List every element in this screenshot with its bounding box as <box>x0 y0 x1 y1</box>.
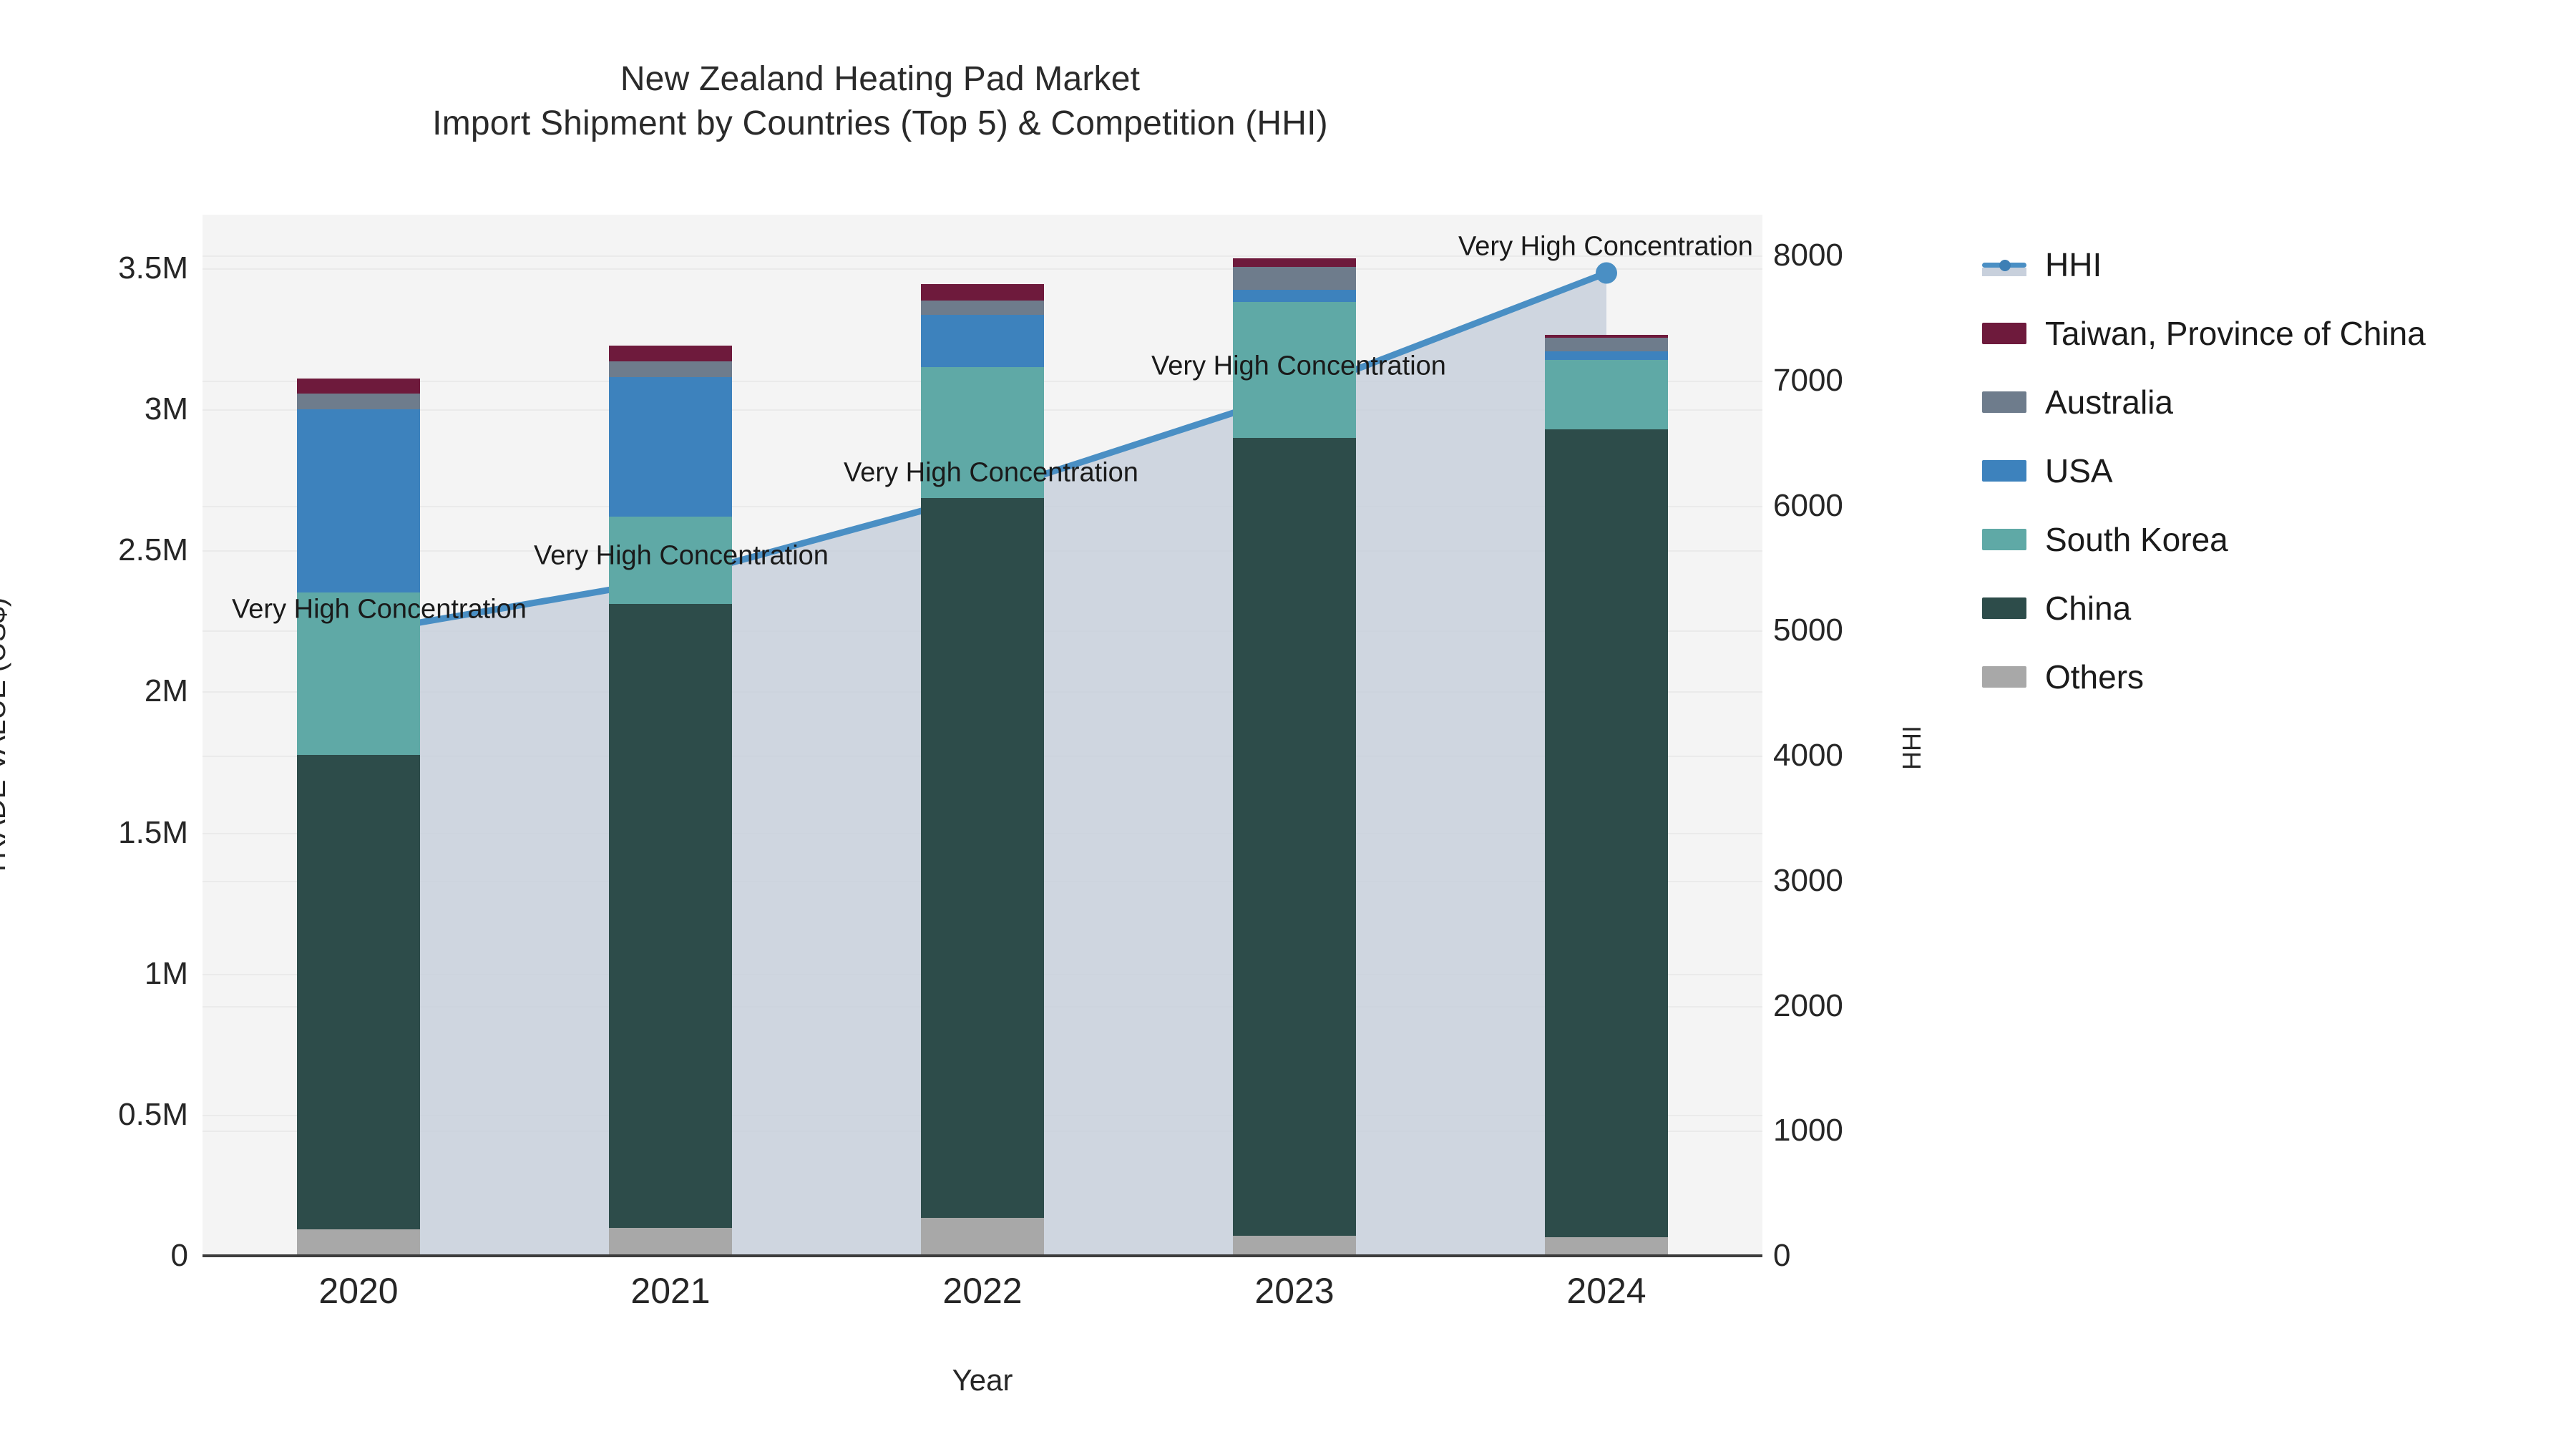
line-marker-icon <box>1982 254 2026 276</box>
chart-title: New Zealand Heating Pad Market Import Sh… <box>0 57 1760 147</box>
bar-segment-usa-2023[interactable] <box>1233 289 1356 303</box>
y-tick-right-4000: 4000 <box>1773 738 1843 773</box>
bar-segment-australia-2021[interactable] <box>609 361 732 377</box>
bar-segment-south-korea-2020[interactable] <box>297 592 420 756</box>
chart-title-line-2: Import Shipment by Countries (Top 5) & C… <box>432 104 1328 143</box>
bar-segment-china-2020[interactable] <box>297 755 420 1229</box>
bar-segment-china-2023[interactable] <box>1233 437 1356 1236</box>
x-tick-2023: 2023 <box>1254 1271 1335 1311</box>
annotation-2021: Very High Concentration <box>534 540 829 571</box>
bar-segment-south-korea-2022[interactable] <box>921 367 1044 499</box>
y-tick-left-2.5M: 2.5M <box>118 532 188 568</box>
y-tick-left-2M: 2M <box>144 673 188 709</box>
x-axis-label: Year <box>952 1363 1013 1397</box>
bar-segment-usa-2022[interactable] <box>921 315 1044 367</box>
bar-segment-taiwan-province-of-china-2023[interactable] <box>1233 258 1356 268</box>
bar-segment-south-korea-2024[interactable] <box>1545 360 1668 429</box>
bar-segment-others-2022[interactable] <box>921 1217 1044 1256</box>
bar-2022[interactable] <box>921 283 1044 1256</box>
bar-segment-usa-2024[interactable] <box>1545 351 1668 361</box>
legend-item-label: Others <box>2045 658 2145 696</box>
y-axis-right-label: HHI <box>1897 726 1926 770</box>
legend-item-china[interactable]: China <box>1982 574 2569 643</box>
legend-item-others[interactable]: Others <box>1982 643 2569 711</box>
color-swatch-icon <box>1982 597 2026 619</box>
x-axis-line <box>203 1254 1762 1257</box>
bar-segment-usa-2021[interactable] <box>609 376 732 517</box>
annotation-2020: Very High Concentration <box>232 594 527 625</box>
bar-segment-china-2022[interactable] <box>921 498 1044 1218</box>
x-tick-2024: 2024 <box>1566 1271 1646 1311</box>
color-swatch-icon <box>1982 529 2026 550</box>
y-axis-right-ticks: 0 1000 2000 3000 4000 5000 6000 7000 8000 <box>1773 0 1959 1449</box>
y-tick-right-6000: 6000 <box>1773 487 1843 523</box>
bar-2024[interactable] <box>1545 334 1668 1256</box>
y-tick-right-5000: 5000 <box>1773 613 1843 648</box>
x-tick-2022: 2022 <box>942 1271 1023 1311</box>
legend-item-label: Taiwan, Province of China <box>2045 315 2426 352</box>
y-tick-left-3M: 3M <box>144 391 188 427</box>
annotation-2024: Very High Concentration <box>1458 231 1753 262</box>
legend-item-australia[interactable]: Australia <box>1982 368 2569 436</box>
bar-segment-china-2021[interactable] <box>609 604 732 1228</box>
y-tick-right-1000: 1000 <box>1773 1113 1843 1148</box>
bar-segment-taiwan-province-of-china-2020[interactable] <box>297 378 420 394</box>
bar-segment-australia-2022[interactable] <box>921 301 1044 316</box>
x-tick-2020: 2020 <box>318 1271 399 1311</box>
y-tick-right-8000: 8000 <box>1773 238 1843 273</box>
bar-segment-australia-2024[interactable] <box>1545 337 1668 352</box>
color-swatch-icon <box>1982 391 2026 413</box>
chart-title-line-1: New Zealand Heating Pad Market <box>620 60 1141 98</box>
annotation-2022: Very High Concentration <box>844 457 1138 488</box>
bar-segment-china-2024[interactable] <box>1545 429 1668 1238</box>
gridline-left-7 <box>203 268 1762 270</box>
hhi-marker-dot-icon <box>1999 260 2011 271</box>
bar-segment-others-2020[interactable] <box>297 1229 420 1256</box>
legend-item-south-korea[interactable]: South Korea <box>1982 505 2569 574</box>
bar-segment-australia-2023[interactable] <box>1233 267 1356 290</box>
color-swatch-icon <box>1982 460 2026 482</box>
bar-2020[interactable] <box>297 378 420 1256</box>
chart-legend: HHI Taiwan, Province of China Australia USA… <box>1982 230 2569 711</box>
y-tick-right-0: 0 <box>1773 1238 1791 1273</box>
legend-item-taiwan-province-of-china[interactable]: Taiwan, Province of China <box>1982 299 2569 368</box>
color-swatch-icon <box>1982 666 2026 688</box>
legend-item-label: HHI <box>2045 246 2102 283</box>
bar-segment-taiwan-province-of-china-2022[interactable] <box>921 283 1044 301</box>
y-axis-left-ticks: 0 0.5M 1M 1.5M 2M 2.5M 3M 3.5M <box>0 0 190 1449</box>
bar-2021[interactable] <box>609 346 732 1256</box>
y-tick-left-3.5M: 3.5M <box>118 250 188 286</box>
annotation-2023: Very High Concentration <box>1151 351 1446 381</box>
y-tick-left-0: 0 <box>170 1238 188 1273</box>
bar-segment-others-2023[interactable] <box>1233 1236 1356 1256</box>
bar-segment-south-korea-2021[interactable] <box>609 516 732 605</box>
legend-item-hhi[interactable]: HHI <box>1982 230 2569 299</box>
legend-item-label: China <box>2045 590 2132 627</box>
y-tick-left-1.5M: 1.5M <box>118 814 188 850</box>
y-tick-left-1M: 1M <box>144 955 188 991</box>
legend-item-label: Australia <box>2045 384 2173 421</box>
bar-2023[interactable] <box>1233 258 1356 1256</box>
bar-segment-taiwan-province-of-china-2024[interactable] <box>1545 334 1668 338</box>
y-axis-left-label-text: TRADE VALUE (US$) <box>0 597 11 877</box>
bar-segment-taiwan-province-of-china-2021[interactable] <box>609 346 732 362</box>
bar-segment-australia-2020[interactable] <box>297 394 420 410</box>
bar-segment-south-korea-2023[interactable] <box>1233 302 1356 438</box>
bar-segment-usa-2020[interactable] <box>297 409 420 593</box>
x-tick-2021: 2021 <box>630 1271 711 1311</box>
y-tick-right-2000: 2000 <box>1773 987 1843 1023</box>
bar-segment-others-2021[interactable] <box>609 1227 732 1256</box>
legend-item-label: South Korea <box>2045 521 2228 558</box>
hhi-area-swatch <box>1982 268 2026 276</box>
y-tick-right-3000: 3000 <box>1773 862 1843 898</box>
y-tick-right-7000: 7000 <box>1773 362 1843 398</box>
gridline-right-8 <box>203 255 1762 257</box>
y-tick-left-0.5M: 0.5M <box>118 1096 188 1132</box>
color-swatch-icon <box>1982 323 2026 344</box>
bar-segment-others-2024[interactable] <box>1545 1237 1668 1256</box>
hhi-data-point-2024[interactable] <box>1596 262 1617 284</box>
legend-item-usa[interactable]: USA <box>1982 436 2569 505</box>
legend-item-label: USA <box>2045 452 2113 489</box>
